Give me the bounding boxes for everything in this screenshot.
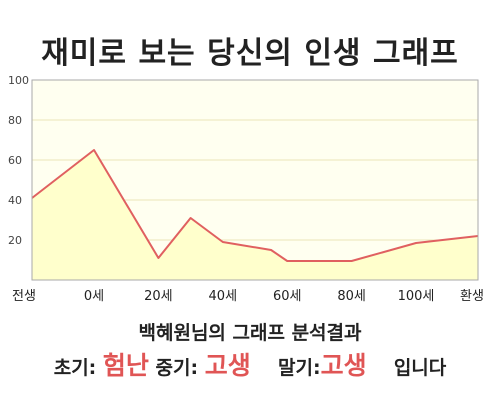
x-tick-label: 40세	[209, 289, 238, 304]
early-label: 초기:	[53, 357, 97, 379]
y-axis-labels: 20 40 60 80 100	[8, 74, 29, 247]
analysis-result: 초기: 험난 중기: 고생 말기:고생 입니다	[0, 346, 500, 382]
plot-frame	[31, 79, 479, 281]
early-value: 험난	[102, 351, 149, 380]
mid-value: 고생	[204, 351, 251, 380]
y-tick-label: 60	[8, 154, 22, 167]
x-tick-label: 60세	[273, 289, 302, 304]
x-tick-label: 환생	[460, 289, 484, 304]
series-area	[32, 150, 478, 280]
analysis-subtitle: 백혜원님의 그래프 분석결과	[138, 322, 362, 344]
x-axis-labels: 전생 0세 20세 40세 60세 80세 100세 환생	[12, 289, 484, 304]
late-value: 고생	[320, 351, 367, 380]
x-tick-label: 80세	[337, 289, 366, 304]
x-tick-label: 0세	[84, 289, 104, 304]
x-tick-label: 100세	[398, 289, 435, 304]
mid-label: 중기:	[155, 357, 199, 379]
y-tick-label: 80	[8, 114, 22, 127]
y-tick-label: 40	[8, 194, 22, 207]
ending-text: 입니다	[393, 357, 447, 379]
series-line	[31, 149, 479, 262]
x-tick-label: 20세	[144, 289, 173, 304]
x-tick-label: 전생	[12, 289, 36, 304]
page-title: 재미로 보는 당신의 인생 그래프	[41, 36, 459, 71]
y-tick-label: 100	[8, 74, 29, 87]
late-label: 말기:	[278, 357, 321, 379]
y-tick-label: 20	[8, 234, 22, 247]
